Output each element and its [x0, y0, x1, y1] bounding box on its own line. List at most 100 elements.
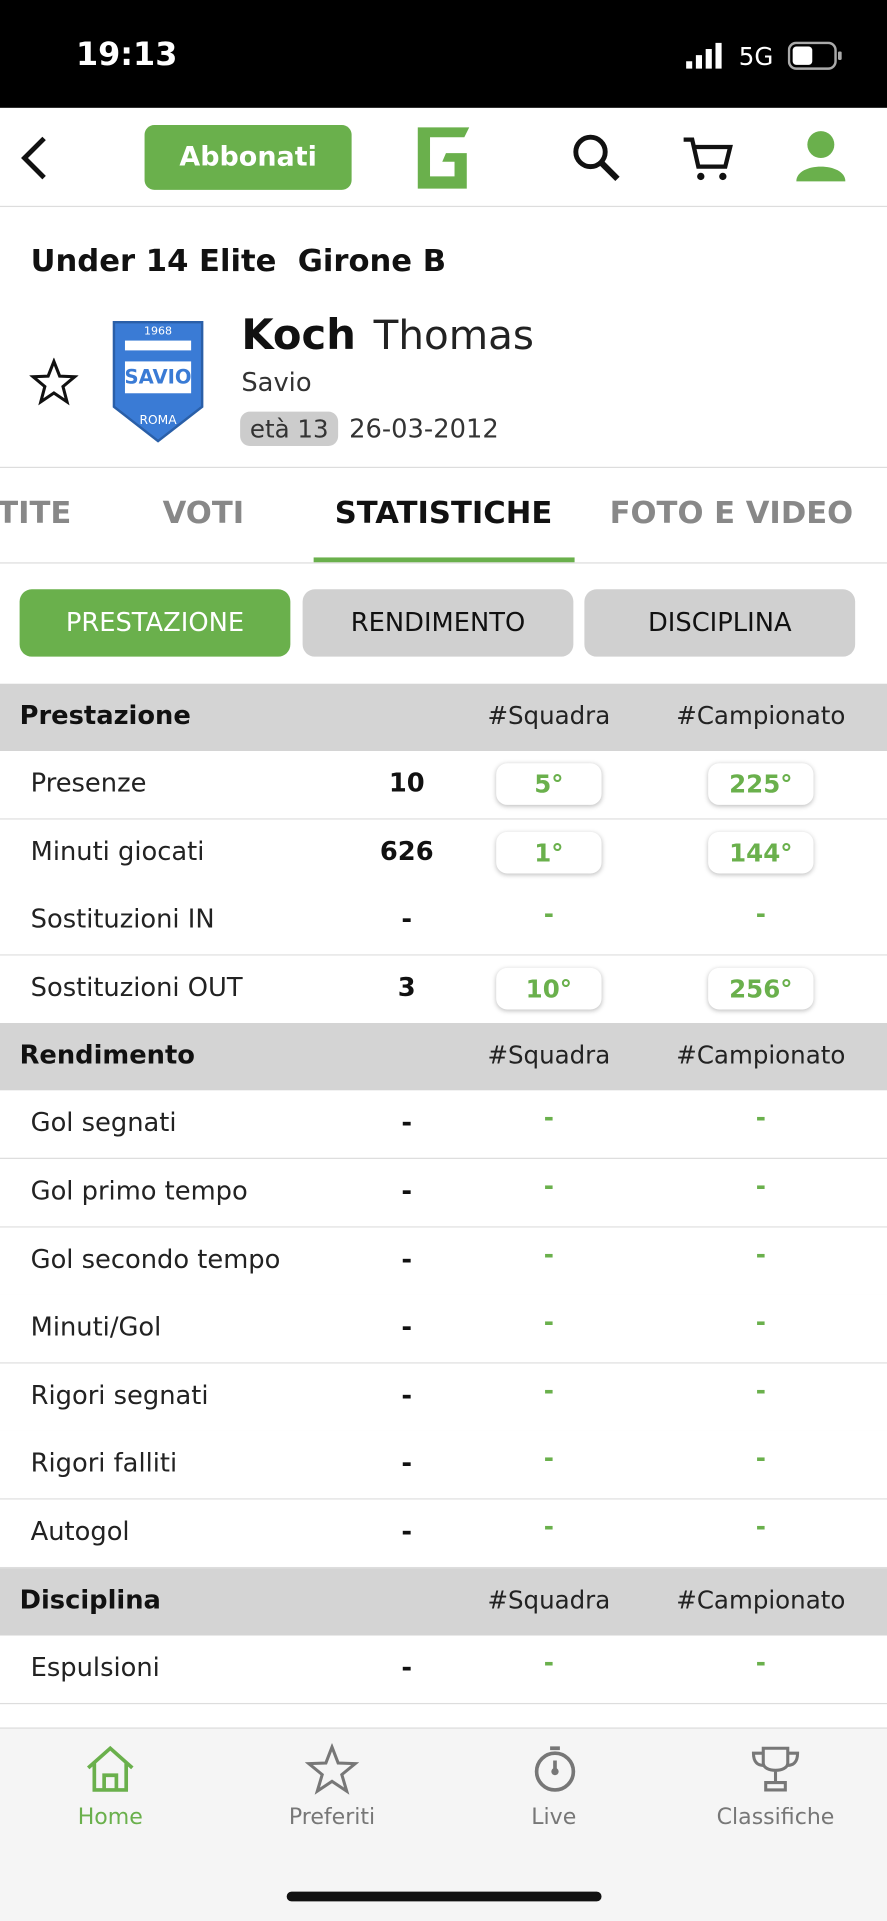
search-button[interactable]: [571, 132, 622, 183]
stats-table: Prestazione #Squadra #Campionato Presenze 10…: [0, 683, 887, 1728]
stat-value: -: [401, 1244, 413, 1274]
stat-row: Minuti/Gol - - -: [0, 1295, 887, 1364]
tab-indicator: [313, 557, 575, 563]
stat-rank[interactable]: 10°: [496, 967, 602, 1010]
nav-label[interactable]: Classifiche: [716, 1804, 835, 1831]
logo-year: 1968: [144, 324, 172, 337]
stat-label: Sostituzioni OUT: [30, 972, 243, 1002]
stat-label: Presenze: [30, 768, 147, 798]
stat-rank: -: [543, 1239, 554, 1269]
stat-row: Sostituzioni IN - - -: [0, 887, 887, 956]
stat-label: Espulsioni: [30, 1652, 160, 1682]
column-header: #Squadra: [487, 1584, 611, 1615]
favorite-button[interactable]: [29, 357, 79, 407]
tab[interactable]: TITE: [0, 494, 72, 531]
back-button[interactable]: [17, 135, 51, 182]
stat-row: Minuti giocati 626 1° 144°: [0, 819, 887, 888]
stat-row: Gol secondo tempo - - -: [0, 1227, 887, 1296]
player-name: Thomas: [373, 311, 534, 359]
section-title: Disciplina: [19, 1584, 161, 1615]
stat-row: Rigori falliti - - -: [0, 1431, 887, 1501]
profile-button[interactable]: [794, 127, 848, 183]
nav-label[interactable]: Preferiti: [288, 1804, 376, 1831]
live-icon[interactable]: [528, 1743, 582, 1794]
column-header: #Campionato: [676, 1040, 846, 1071]
stat-rank: -: [543, 1511, 554, 1542]
tab[interactable]: VOTI: [162, 494, 245, 531]
stat-rank[interactable]: 225°: [708, 763, 814, 805]
tab[interactable]: STATISTICHE: [334, 494, 553, 531]
stat-rank[interactable]: 144°: [708, 831, 814, 874]
stat-rank: -: [543, 1103, 554, 1133]
stat-rank: -: [755, 1307, 766, 1337]
favorites-icon[interactable]: [305, 1743, 359, 1795]
app-logo[interactable]: [408, 120, 477, 194]
competition-title: Under 14 Elite Girone B: [30, 242, 447, 279]
section-header: Prestazione #Squadra #Campionato: [0, 683, 887, 752]
stat-value: -: [401, 1652, 413, 1682]
stat-rank[interactable]: 256°: [708, 967, 814, 1010]
stat-rank: -: [755, 899, 766, 929]
column-header: #Campionato: [676, 1584, 846, 1615]
stat-rank: -: [543, 1375, 554, 1405]
stat-rank: -: [543, 1443, 554, 1474]
stat-rank: -: [755, 1647, 766, 1677]
stat-value: -: [401, 904, 413, 934]
stat-rank: -: [755, 1375, 766, 1405]
subtab[interactable]: DISCIPLINA: [584, 589, 856, 657]
divider: [0, 562, 887, 564]
stat-label: Gol secondo tempo: [30, 1244, 281, 1274]
column-header: #Squadra: [487, 1040, 611, 1071]
home-indicator: [286, 1891, 602, 1902]
team-logo: SAVIO 1968 ROMA: [112, 320, 204, 443]
stat-label: Minuti giocati: [30, 836, 205, 866]
stat-label: Gol primo tempo: [30, 1176, 248, 1206]
stat-row: Gol segnati - - -: [0, 1090, 887, 1160]
stat-rank: -: [543, 899, 554, 929]
logo-city: ROMA: [139, 413, 177, 427]
tab[interactable]: FOTO E VIDEO: [609, 494, 854, 531]
stat-label: Autogol: [30, 1516, 130, 1547]
stat-rank[interactable]: 5°: [496, 763, 602, 805]
column-header: #Campionato: [676, 700, 846, 731]
signal-icon: [686, 42, 722, 69]
stat-value: -: [401, 1312, 413, 1342]
stat-label: Rigori segnati: [30, 1380, 209, 1410]
stat-value: 10: [388, 768, 425, 798]
time: 19:13: [75, 36, 178, 74]
stat-row: Presenze 10 5° 225°: [0, 751, 887, 820]
stat-label: Rigori falliti: [30, 1448, 178, 1478]
nav-label[interactable]: Live: [531, 1804, 577, 1831]
age-badge: età 13: [240, 411, 339, 446]
subtab[interactable]: PRESTAZIONE: [19, 589, 291, 657]
section-title: Prestazione: [19, 700, 191, 731]
stat-row: Rigori segnati - - -: [0, 1363, 887, 1432]
stat-label: Minuti/Gol: [30, 1312, 162, 1342]
nav-label[interactable]: Home: [77, 1804, 143, 1831]
stat-row: Espulsioni - - -: [0, 1635, 887, 1704]
stat-rank: -: [755, 1511, 766, 1542]
stat-value: -: [401, 1516, 413, 1547]
subscribe-button[interactable]: Abbonati: [144, 124, 352, 190]
stat-value: -: [401, 1176, 413, 1206]
home-icon[interactable]: [83, 1743, 137, 1794]
stat-value: 3: [397, 972, 416, 1002]
subtab[interactable]: RENDIMENTO: [302, 589, 574, 657]
stat-rank: -: [755, 1443, 766, 1474]
section-header: Disciplina #Squadra #Campionato: [0, 1567, 887, 1636]
stat-label: Sostituzioni IN: [30, 904, 215, 934]
stat-value: -: [401, 1448, 413, 1478]
cart-button[interactable]: [681, 132, 735, 183]
stat-rank[interactable]: 1°: [496, 831, 602, 874]
stat-value: -: [401, 1380, 413, 1410]
stat-row: Gol primo tempo - - -: [0, 1158, 887, 1228]
birth-date: 26-03-2012: [349, 414, 499, 444]
stat-label: Gol segnati: [30, 1108, 177, 1138]
battery-icon: [787, 41, 842, 70]
bottom-nav: Home Preferiti Live Classifiche: [0, 1727, 887, 1921]
standings-icon[interactable]: [749, 1743, 803, 1794]
stat-rank: -: [543, 1171, 554, 1201]
stat-value: 626: [379, 836, 434, 866]
network: 5G: [738, 41, 774, 72]
